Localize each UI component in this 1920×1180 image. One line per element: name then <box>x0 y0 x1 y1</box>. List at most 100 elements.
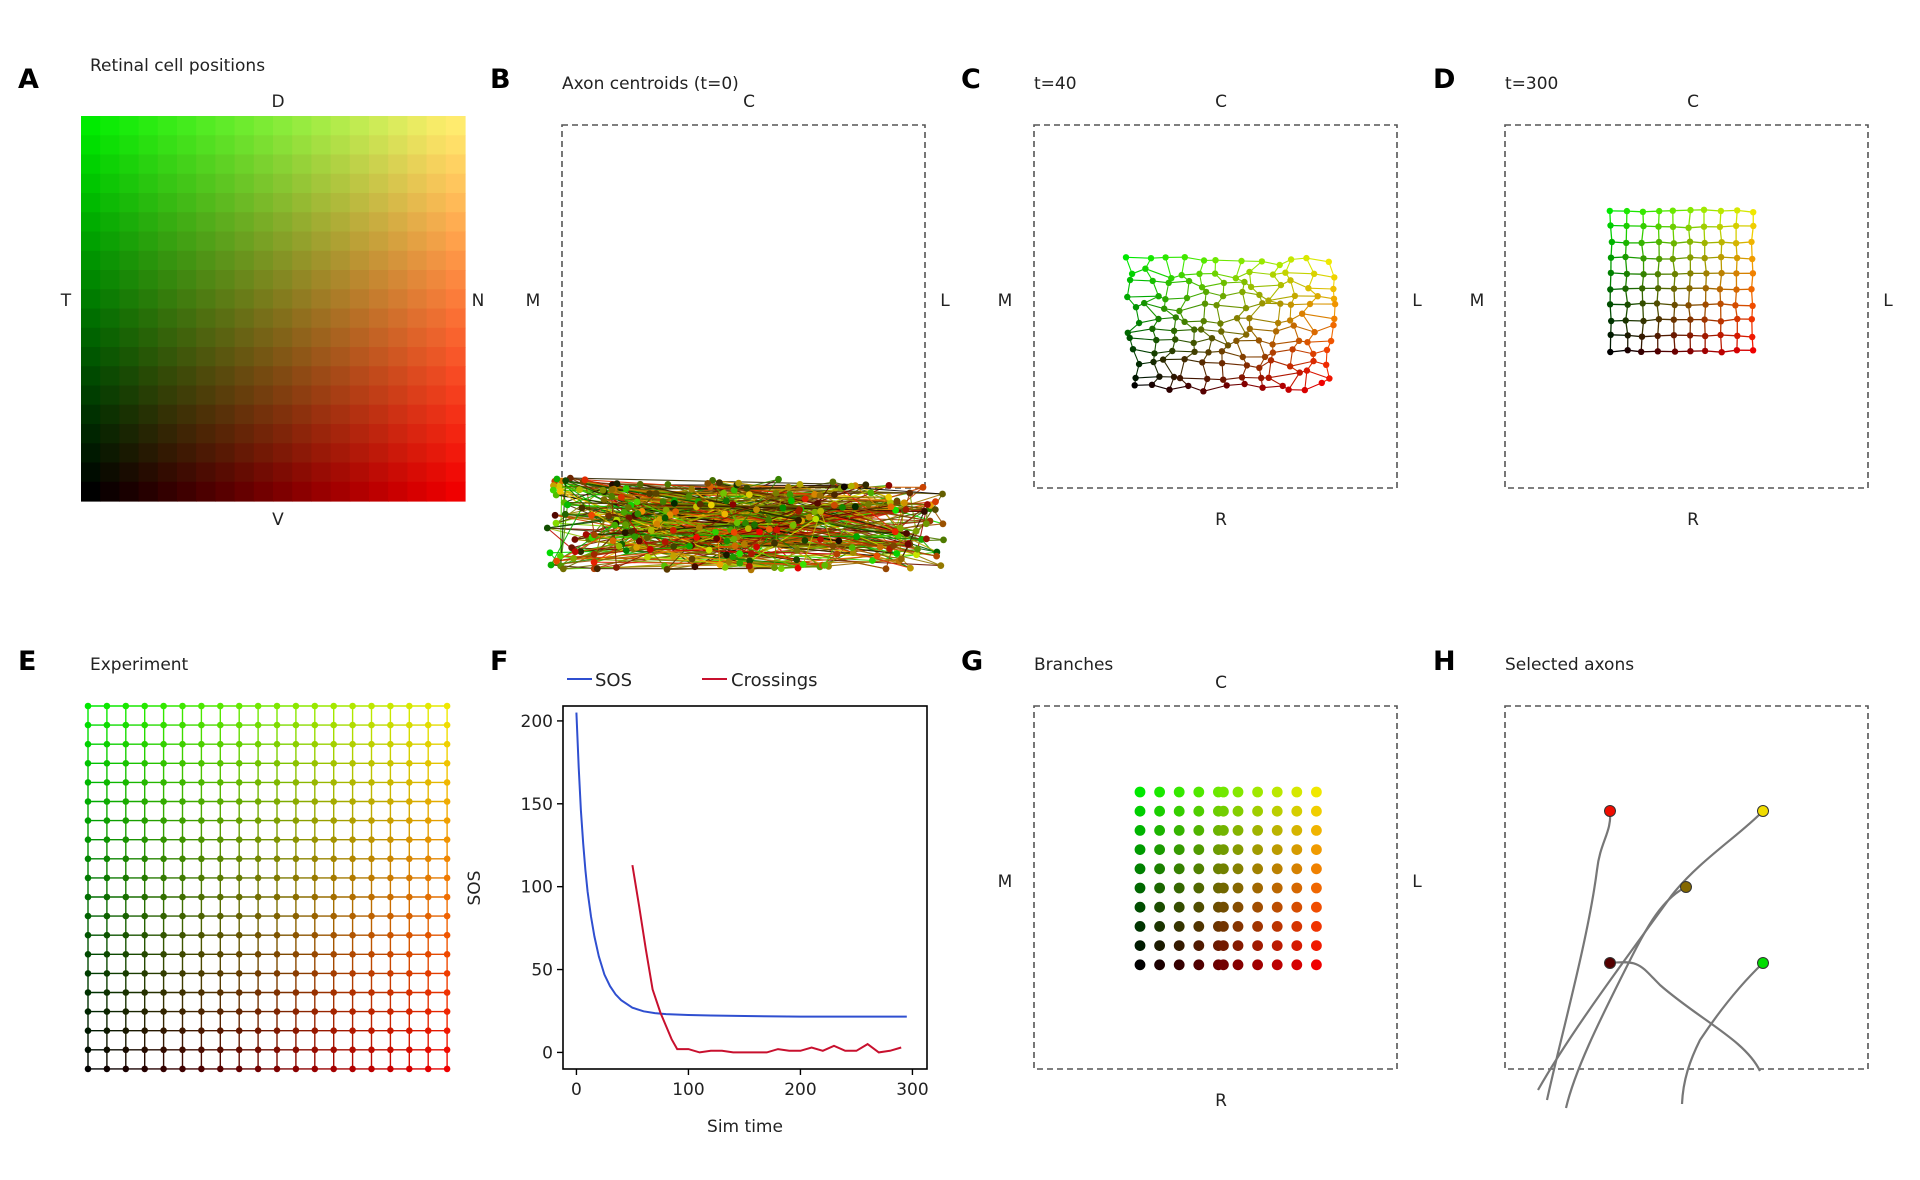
centroid-t40-node <box>1265 374 1272 381</box>
grid-cell <box>177 173 197 194</box>
experiment-node <box>311 951 319 958</box>
experiment-node <box>330 798 338 805</box>
branch-dot <box>1252 959 1263 971</box>
experiment-node <box>84 1065 92 1073</box>
centroid-t40-node <box>1242 304 1250 312</box>
centroid-t40-node <box>1212 257 1219 264</box>
grid-cell <box>330 366 351 387</box>
centroid-t300-node <box>1701 254 1708 262</box>
experiment-node <box>103 855 111 863</box>
grid-cell <box>407 347 428 367</box>
centroid-t300-node <box>1749 333 1756 341</box>
experiment-node <box>292 1046 300 1054</box>
experiment-node <box>311 721 319 729</box>
centroid-t0-node <box>582 531 590 538</box>
experiment-node <box>311 760 319 767</box>
experiment-node <box>217 931 224 939</box>
experiment-node <box>160 1065 167 1073</box>
centroid-t40-node <box>1330 295 1338 302</box>
centroid-t300-node <box>1734 207 1741 214</box>
experiment-node <box>235 951 243 958</box>
centroid-t40-edge <box>1222 291 1243 297</box>
centroid-t40-node <box>1259 384 1266 391</box>
grid-cell <box>81 231 101 252</box>
centroid-t0-node <box>835 537 843 545</box>
experiment-node <box>349 836 356 843</box>
centroid-t300-node <box>1687 316 1694 323</box>
branch-dot <box>1232 901 1244 913</box>
experiment-node <box>103 1065 111 1073</box>
experiment-node <box>387 855 394 863</box>
orient-rostral-c: R <box>1215 510 1227 530</box>
experiment-node <box>387 951 394 958</box>
grid-cell <box>119 308 140 329</box>
centroid-t40-node <box>1301 386 1309 394</box>
centroid-t0-node <box>771 564 778 571</box>
centroid-t0-edge <box>581 507 801 510</box>
experiment-node <box>254 855 262 863</box>
branch-dot <box>1311 786 1322 798</box>
grid-cell <box>388 173 408 194</box>
experiment-node <box>424 970 432 977</box>
experiment-node <box>103 817 111 824</box>
grid-cell <box>138 443 159 464</box>
grid-cell <box>215 385 236 406</box>
grid-cell <box>273 424 293 444</box>
grid-cell <box>100 212 120 233</box>
centroid-t40-node <box>1126 276 1134 284</box>
experiment-node <box>292 931 300 939</box>
centroid-t0-node <box>789 521 797 529</box>
branch-dot <box>1291 863 1303 875</box>
centroid-t300-node <box>1622 285 1629 292</box>
centroid-t40-edge <box>1288 372 1301 390</box>
experiment-node <box>179 912 186 920</box>
grid-cell <box>311 443 332 464</box>
experiment-node <box>330 970 338 977</box>
centroid-t40-node <box>1282 269 1289 276</box>
grid-cell <box>138 347 159 367</box>
centroid-t0-node <box>620 509 628 516</box>
experiment-node <box>179 1065 186 1073</box>
centroid-t0-node <box>622 485 630 492</box>
grid-cell <box>273 116 293 136</box>
centroid-t40-node <box>1165 279 1172 286</box>
experiment-node <box>198 912 205 920</box>
centroid-t40-node <box>1277 281 1285 289</box>
centroid-t40-node <box>1153 336 1160 344</box>
grid-cell <box>292 404 312 425</box>
centroid-t0-node <box>605 512 613 520</box>
branch-dot <box>1311 940 1322 951</box>
centroid-t0-node <box>939 520 947 528</box>
experiment-node <box>406 1065 413 1073</box>
centroid-t40-node <box>1331 315 1338 322</box>
centroid-t300-node <box>1656 255 1663 263</box>
centroid-t40-node <box>1311 328 1318 336</box>
centroid-t0-node <box>921 508 928 515</box>
centroid-t40-node <box>1172 314 1180 321</box>
grid-cell <box>311 231 332 252</box>
grid-cell <box>292 424 312 444</box>
branch-dot <box>1134 940 1146 951</box>
experiment-node <box>292 893 300 901</box>
grid-cell <box>177 135 197 156</box>
centroid-t40-node <box>1181 356 1188 363</box>
experiment-node <box>179 931 186 939</box>
grid-cell <box>330 424 351 444</box>
experiment-node <box>349 702 356 710</box>
grid-cell <box>311 173 332 194</box>
experiment-node <box>349 1046 356 1054</box>
centroid-t40-edge <box>1306 257 1329 263</box>
centroid-t0-node <box>599 486 607 494</box>
centroid-t40-node <box>1255 337 1263 344</box>
centroid-t300-node <box>1732 302 1739 309</box>
branch-dot <box>1252 805 1263 817</box>
experiment-node <box>198 874 205 882</box>
centroid-t300-node <box>1716 223 1724 231</box>
centroid-t0-edge <box>611 495 651 550</box>
centroid-t300-node <box>1640 255 1647 262</box>
experiment-node <box>368 951 375 958</box>
grid-cell <box>407 481 428 502</box>
grid-cell <box>234 212 255 233</box>
centroid-t40-node <box>1310 350 1317 358</box>
centroid-t0-node <box>730 486 738 494</box>
